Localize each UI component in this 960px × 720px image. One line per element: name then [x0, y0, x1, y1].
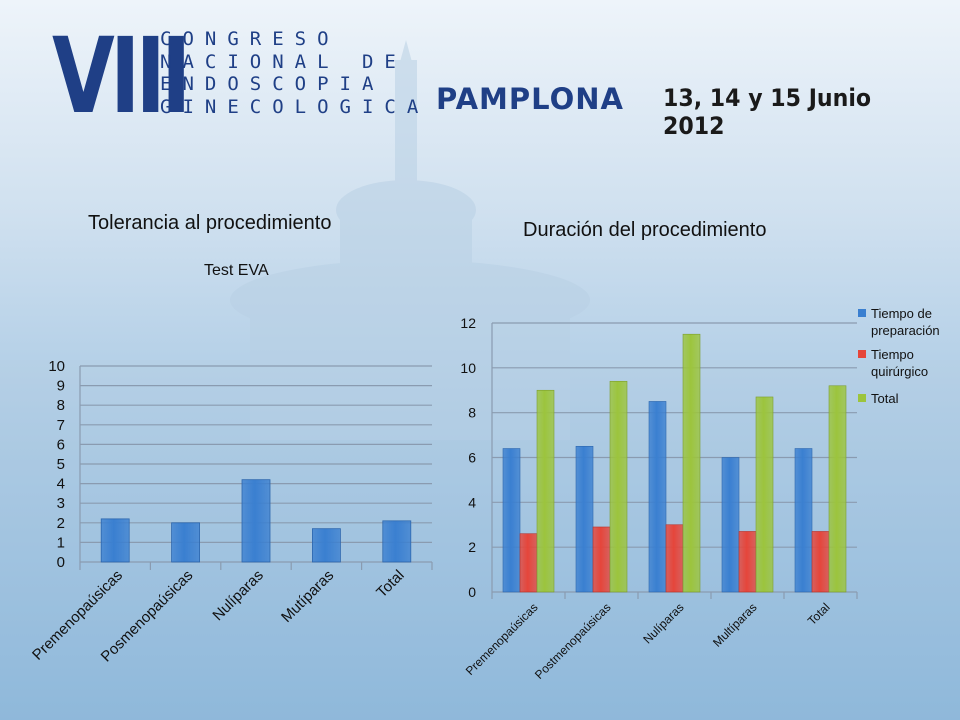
- bar: [721, 457, 740, 593]
- legend-swatch: [858, 350, 866, 358]
- bar: [811, 531, 830, 593]
- y-tick-label: 0: [468, 584, 476, 600]
- bar: [648, 401, 667, 593]
- bar: [665, 524, 684, 593]
- y-tick-label: 10: [460, 360, 476, 376]
- bar: [755, 396, 774, 593]
- bar: [382, 520, 412, 563]
- y-tick-label: 6: [468, 450, 476, 466]
- bar: [609, 380, 628, 593]
- bar: [502, 448, 521, 593]
- roman-numeral-logo: VIII: [52, 15, 191, 137]
- bar: [100, 518, 130, 563]
- x-tick-label: Nulíparas: [640, 600, 686, 646]
- x-tick-label: Multíparas: [710, 600, 760, 650]
- y-tick-label: 8: [468, 405, 476, 421]
- congress-line: ENDOSCOPIA: [160, 73, 385, 95]
- bar: [738, 531, 757, 593]
- congress-name: CONGRESO NACIONAL DE ENDOSCOPIA GINECOLO…: [160, 28, 429, 118]
- y-tick-label: 10: [48, 358, 65, 375]
- congress-line: CONGRESO: [160, 28, 340, 50]
- chart2-title: Duración del procedimiento: [523, 219, 767, 241]
- legend-swatch: [858, 309, 866, 317]
- y-tick-label: 9: [57, 378, 65, 395]
- y-tick-label: 0: [57, 554, 65, 571]
- congress-line: GINECOLOGICA: [160, 95, 430, 118]
- chart1-subtitle: Test EVA: [204, 262, 269, 279]
- x-tick-label: Total: [805, 600, 833, 628]
- y-tick-label: 12: [460, 315, 476, 331]
- legend-label: Tiempo quirúrgico: [871, 347, 928, 379]
- bar: [828, 385, 847, 593]
- y-tick-label: 3: [57, 495, 65, 512]
- y-tick-label: 2: [57, 515, 65, 532]
- y-tick-label: 5: [57, 456, 65, 473]
- x-tick-label: Premenopaúsicas: [463, 600, 541, 678]
- bar: [519, 533, 538, 593]
- city-name: PAMPLONA: [436, 82, 624, 116]
- bar: [682, 333, 701, 593]
- bar: [536, 389, 555, 593]
- y-tick-label: 2: [468, 539, 476, 555]
- congress-line: NACIONAL DE: [160, 50, 407, 73]
- chart1-title: Tolerancia al procedimiento: [88, 212, 332, 234]
- bar: [311, 528, 341, 563]
- bar: [575, 445, 594, 593]
- event-dates: 13, 14 y 15 Junio 2012: [663, 84, 872, 140]
- legend-label: Total: [871, 391, 899, 406]
- bar: [241, 479, 271, 563]
- y-tick-label: 7: [57, 417, 65, 434]
- legend-label: Tiempo de preparación: [871, 306, 940, 338]
- bar: [171, 522, 201, 563]
- y-tick-label: 6: [57, 436, 65, 453]
- bar: [592, 526, 611, 593]
- legend-swatch: [858, 394, 866, 402]
- bar: [794, 448, 813, 593]
- y-tick-label: 4: [57, 476, 65, 493]
- y-tick-label: 4: [468, 494, 476, 510]
- y-tick-label: 1: [57, 534, 65, 551]
- x-tick-label: Postmenopaúsicas: [532, 600, 614, 682]
- y-tick-label: 8: [57, 397, 65, 414]
